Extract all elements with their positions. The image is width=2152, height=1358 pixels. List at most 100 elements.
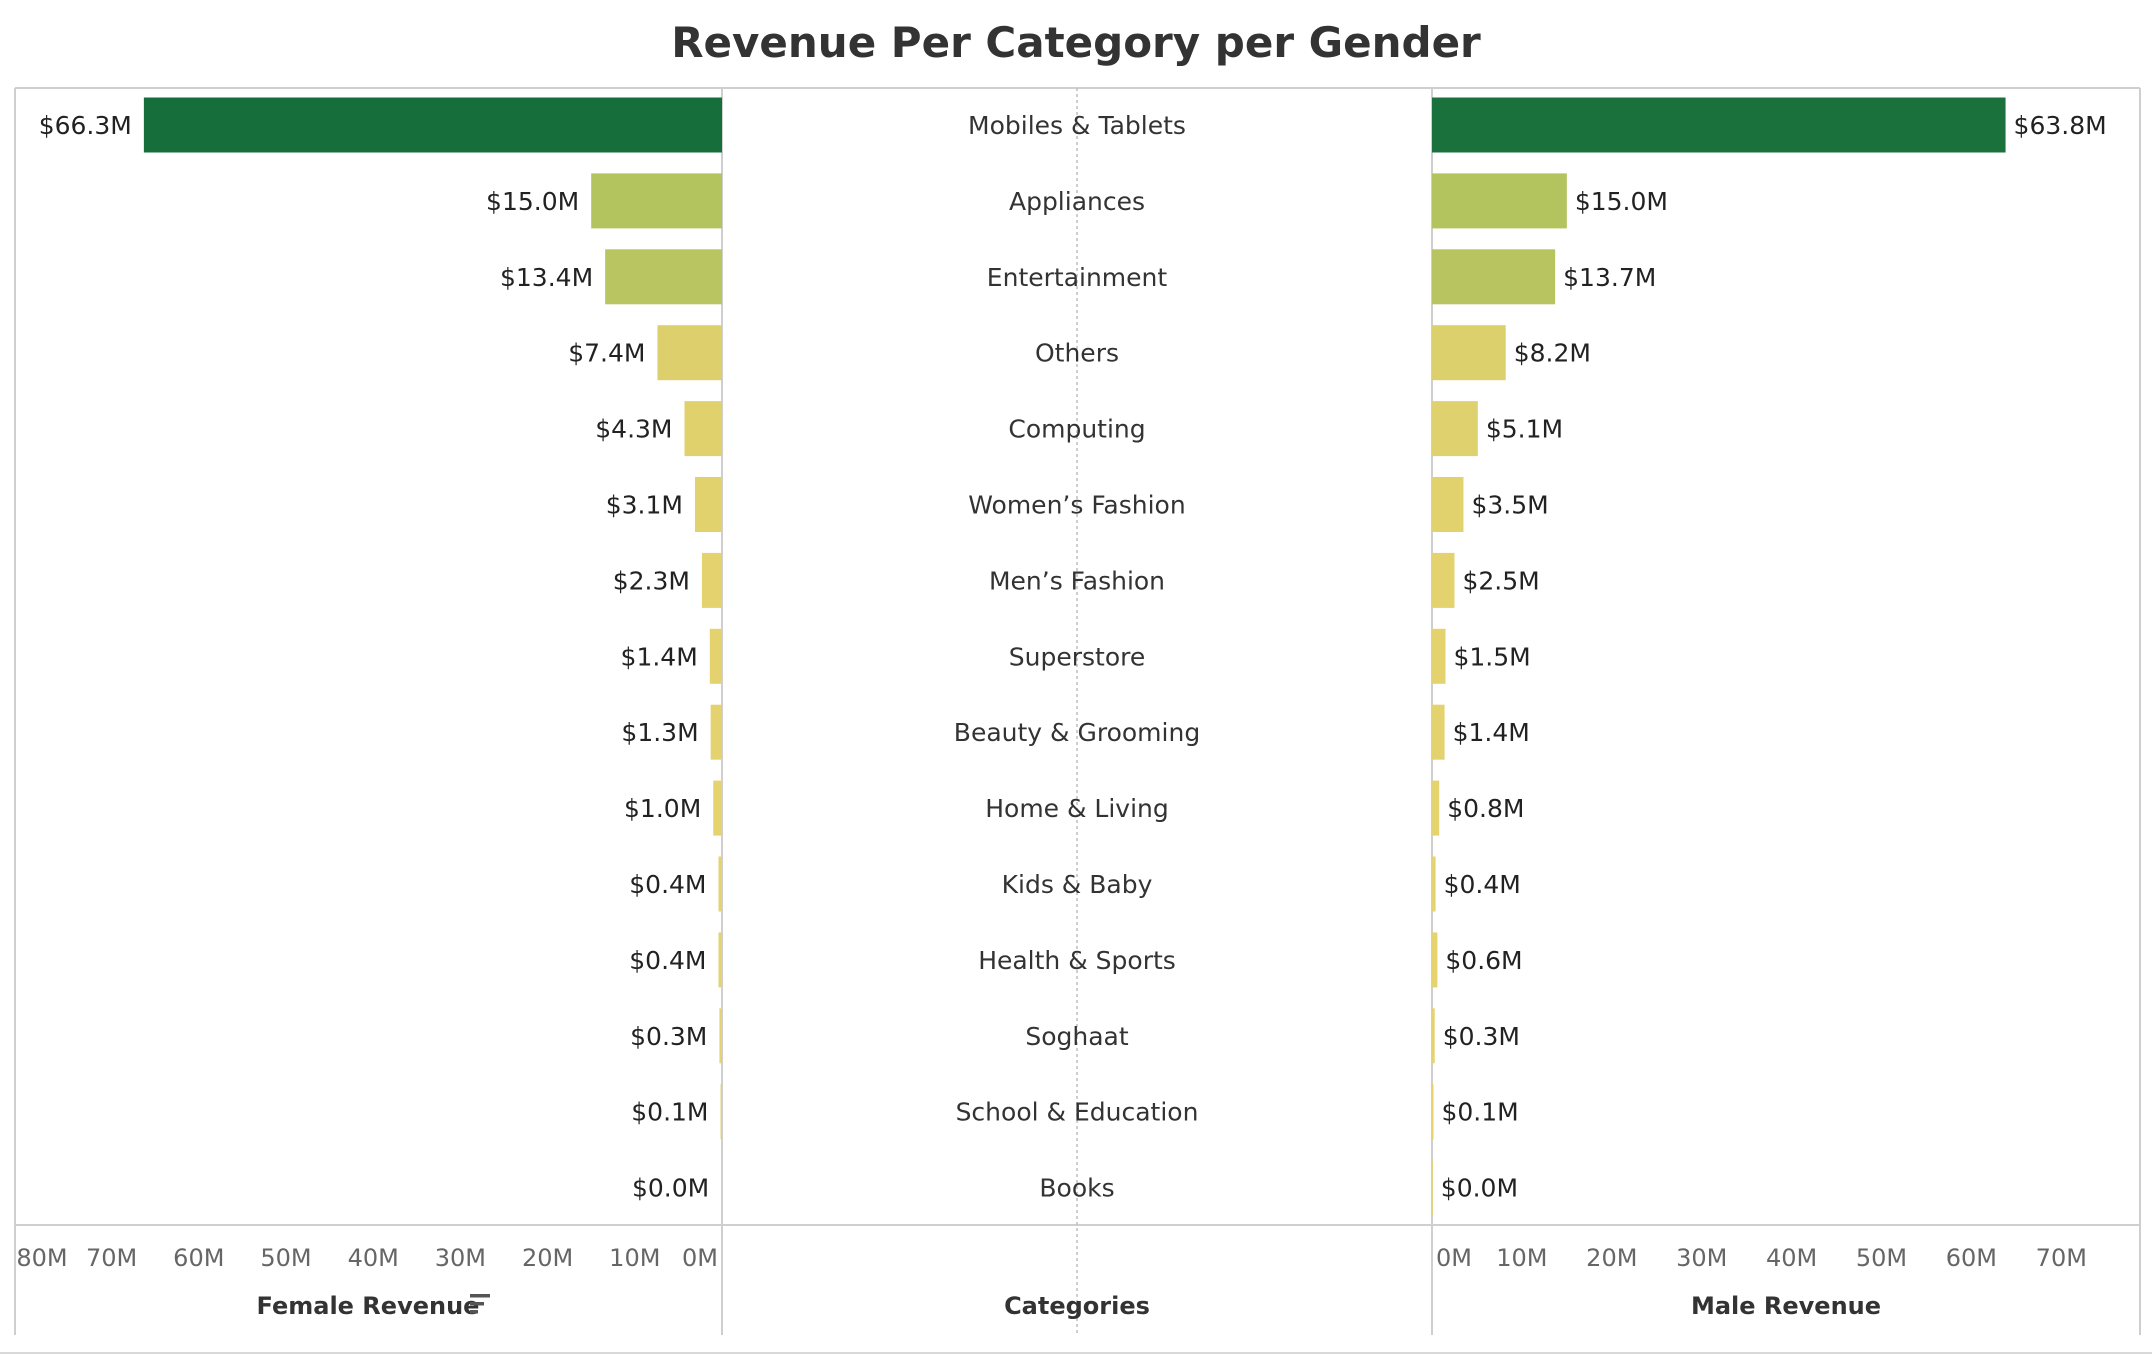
male-bar[interactable] (1432, 249, 1556, 305)
category-axis-title: Categories (1004, 1292, 1150, 1320)
female-bars (143, 97, 723, 1216)
male-bar[interactable] (1432, 856, 1436, 912)
category-label: Entertainment (987, 263, 1168, 292)
female-value-label: $0.0M (632, 1174, 709, 1203)
female-value-label: $7.4M (568, 339, 645, 368)
sort-descending-icon[interactable] (470, 1294, 490, 1314)
male-value-label: $0.6M (1445, 946, 1522, 975)
male-tick-label: 30M (1676, 1244, 1727, 1272)
male-bar[interactable] (1432, 780, 1440, 836)
male-bar[interactable] (1432, 1160, 1433, 1216)
female-tick-label: 30M (435, 1244, 486, 1272)
male-axis-ticks: 0M 10M 20M 30M 40M 50M 60M 70M (1436, 1244, 2087, 1272)
female-value-label: $1.3M (621, 718, 698, 747)
male-bars (1432, 97, 2006, 1216)
male-tick-label: 60M (1946, 1244, 1997, 1272)
category-label: Soghaat (1025, 1022, 1129, 1051)
female-value-label: $3.1M (606, 491, 683, 520)
male-value-label: $8.2M (1514, 339, 1591, 368)
female-value-label: $1.0M (624, 794, 701, 823)
female-value-label: $1.4M (621, 642, 698, 671)
female-bar[interactable] (694, 477, 722, 532)
chart-title: Revenue Per Category per Gender (671, 18, 1481, 67)
female-value-label: $15.0M (486, 187, 579, 216)
female-value-label: $0.4M (629, 946, 706, 975)
male-value-labels: $63.8M $15.0M $13.7M $8.2M $5.1M $3.5M $2.5M $1… (1441, 111, 2107, 1203)
female-value-label: $4.3M (595, 415, 672, 444)
female-bar[interactable] (713, 780, 722, 836)
female-value-label: $0.4M (629, 870, 706, 899)
female-value-label: $0.3M (630, 1022, 707, 1051)
category-label: Mobiles & Tablets (968, 111, 1186, 140)
male-tick-label: 40M (1766, 1244, 1817, 1272)
male-bar[interactable] (1432, 401, 1478, 457)
female-tick-label: 70M (86, 1244, 137, 1272)
female-tick-label: 80M (16, 1244, 67, 1272)
male-bar[interactable] (1432, 552, 1455, 608)
male-tick-label: 50M (1856, 1244, 1907, 1272)
female-tick-label: 60M (173, 1244, 224, 1272)
female-tick-label: 0M (682, 1244, 718, 1272)
female-axis-ticks: 80M 70M 60M 50M 40M 30M 20M 10M 0M (16, 1244, 718, 1272)
male-axis-title: Male Revenue (1691, 1292, 1881, 1320)
male-value-label: $0.3M (1443, 1022, 1520, 1051)
female-bar[interactable] (684, 401, 722, 457)
female-value-label: $13.4M (500, 263, 593, 292)
male-bar[interactable] (1432, 325, 1506, 381)
male-bar[interactable] (1432, 628, 1446, 684)
category-label: Home & Living (985, 794, 1169, 823)
male-value-label: $13.7M (1563, 263, 1656, 292)
male-tick-label: 10M (1496, 1244, 1547, 1272)
male-bar[interactable] (1432, 477, 1464, 532)
female-tick-label: 40M (348, 1244, 399, 1272)
female-bar[interactable] (701, 552, 722, 608)
female-bar[interactable] (719, 1008, 722, 1064)
category-label: Women’s Fashion (968, 491, 1185, 520)
male-tick-label: 0M (1436, 1244, 1472, 1272)
female-bar[interactable] (143, 97, 722, 153)
male-value-label: $0.8M (1447, 794, 1524, 823)
category-label: School & Education (956, 1098, 1199, 1127)
male-bar[interactable] (1432, 932, 1438, 988)
male-value-label: $0.4M (1444, 870, 1521, 899)
male-value-label: $1.5M (1453, 642, 1530, 671)
category-label: Appliances (1009, 187, 1145, 216)
male-bar[interactable] (1432, 1084, 1434, 1140)
category-label: Kids & Baby (1002, 870, 1153, 899)
female-tick-label: 20M (522, 1244, 573, 1272)
male-value-label: $3.5M (1471, 491, 1548, 520)
male-value-label: $2.5M (1462, 566, 1539, 595)
female-bar[interactable] (710, 704, 722, 760)
female-bar[interactable] (718, 856, 722, 912)
female-axis-title: Female Revenue (257, 1292, 480, 1320)
female-bar[interactable] (721, 1160, 722, 1216)
male-value-label: $0.0M (1441, 1174, 1518, 1203)
male-value-label: $63.8M (2014, 111, 2107, 140)
female-value-labels: $66.3M $15.0M $13.4M $7.4M $4.3M $3.1M $2.3M $1… (39, 111, 709, 1203)
category-label: Superstore (1009, 642, 1145, 671)
female-bar[interactable] (709, 628, 722, 684)
category-label: Books (1039, 1174, 1114, 1203)
female-bar[interactable] (720, 1084, 723, 1140)
category-label: Others (1035, 339, 1119, 368)
male-bar[interactable] (1432, 1008, 1435, 1064)
female-tick-label: 10M (609, 1244, 660, 1272)
male-value-label: $1.4M (1453, 718, 1530, 747)
female-value-label: $2.3M (613, 566, 690, 595)
male-value-label: $5.1M (1486, 415, 1563, 444)
category-labels: Mobiles & Tablets Appliances Entertainment… (954, 111, 1200, 1203)
female-value-label: $66.3M (39, 111, 132, 140)
female-bar[interactable] (718, 932, 722, 988)
female-bar[interactable] (605, 249, 722, 305)
female-tick-label: 50M (260, 1244, 311, 1272)
female-bar[interactable] (591, 173, 722, 229)
category-label: Health & Sports (978, 946, 1176, 975)
female-bar[interactable] (657, 325, 722, 381)
male-bar[interactable] (1432, 704, 1445, 760)
category-label: Beauty & Grooming (954, 718, 1200, 747)
male-value-label: $15.0M (1575, 187, 1668, 216)
male-bar[interactable] (1432, 97, 2006, 153)
male-bar[interactable] (1432, 173, 1567, 229)
category-label: Computing (1008, 415, 1145, 444)
